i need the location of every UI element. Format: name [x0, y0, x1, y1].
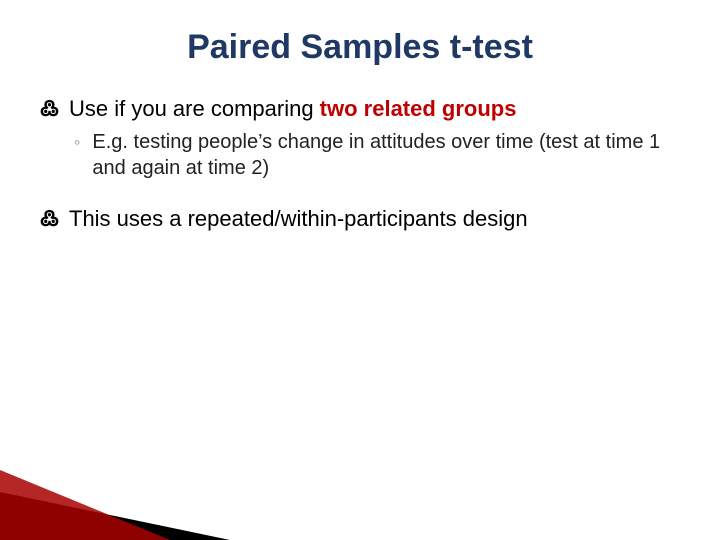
sub-bullet-marker-icon: ◦ — [74, 129, 80, 155]
bullet-marker-icon: ߷ — [40, 205, 59, 233]
bullet-item: ߷ Use if you are comparing two related g… — [40, 95, 680, 123]
slide-title: Paired Samples t-test — [40, 28, 680, 67]
bullet-emphasis: two related groups — [320, 96, 517, 121]
sub-bullet-text: E.g. testing people’s change in attitude… — [92, 129, 670, 181]
corner-accent-icon — [0, 470, 230, 540]
bullet-marker-icon: ߷ — [40, 95, 59, 123]
bullet-text-prefix: Use if you are comparing — [69, 96, 320, 121]
slide: Paired Samples t-test ߷ Use if you are c… — [0, 0, 720, 540]
sub-bullet-item: ◦ E.g. testing people’s change in attitu… — [74, 129, 680, 181]
bullet-text: This uses a repeated/within-participants… — [69, 205, 528, 233]
bullet-text: Use if you are comparing two related gro… — [69, 95, 516, 123]
bullet-item: ߷ This uses a repeated/within-participan… — [40, 205, 680, 233]
